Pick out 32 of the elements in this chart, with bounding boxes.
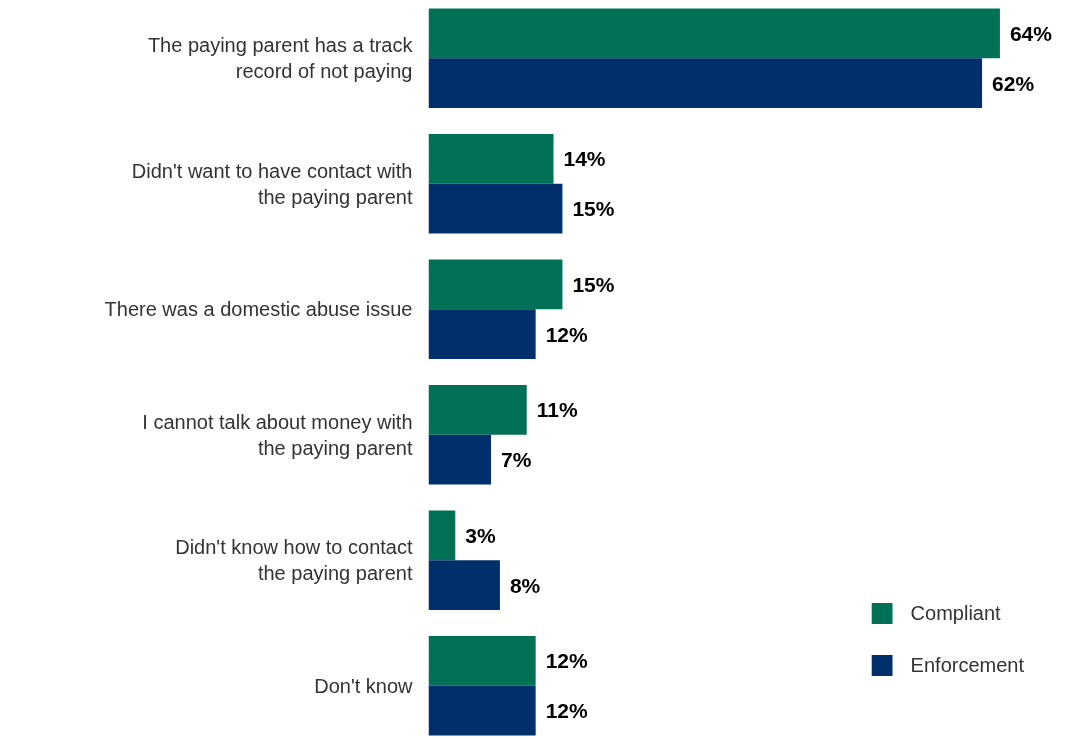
legend-label: Enforcement — [910, 653, 1024, 677]
data-label: 3% — [465, 523, 496, 547]
data-label: 62% — [992, 71, 1035, 95]
data-label: 8% — [509, 573, 541, 597]
y-tick-label: The paying parent has a track record of not paying — [147, 34, 414, 83]
bar — [428, 183, 563, 234]
data-label: 11% — [536, 398, 578, 422]
y-tick-label: Didn't know how to contact the paying parent — [175, 536, 413, 585]
bar — [428, 510, 456, 561]
bar — [428, 635, 536, 686]
data-label: 15% — [572, 272, 615, 296]
data-label: 7% — [501, 448, 532, 472]
data-label: 12% — [545, 322, 588, 346]
data-label: 14% — [563, 147, 606, 171]
y-tick-label: Didn't want to have contact with the paying parent — [131, 159, 413, 208]
y-tick-label: I cannot talk about money with the paying parent — [142, 410, 413, 459]
bar — [428, 384, 527, 435]
bar — [428, 58, 983, 109]
legend-label: Compliant — [910, 601, 1001, 625]
data-label: 15% — [572, 197, 615, 221]
bar — [428, 434, 491, 485]
bar — [428, 685, 536, 736]
data-label: 12% — [545, 649, 588, 673]
data-label: 12% — [545, 699, 588, 723]
bar — [428, 133, 554, 184]
y-tick-label: Don't know — [314, 674, 414, 697]
bar — [428, 309, 536, 360]
bar — [428, 8, 1000, 59]
data-label: 64% — [1009, 21, 1053, 45]
y-tick-label: There was a domestic abuse issue — [104, 298, 413, 321]
bar — [428, 259, 563, 310]
bar — [428, 560, 500, 611]
